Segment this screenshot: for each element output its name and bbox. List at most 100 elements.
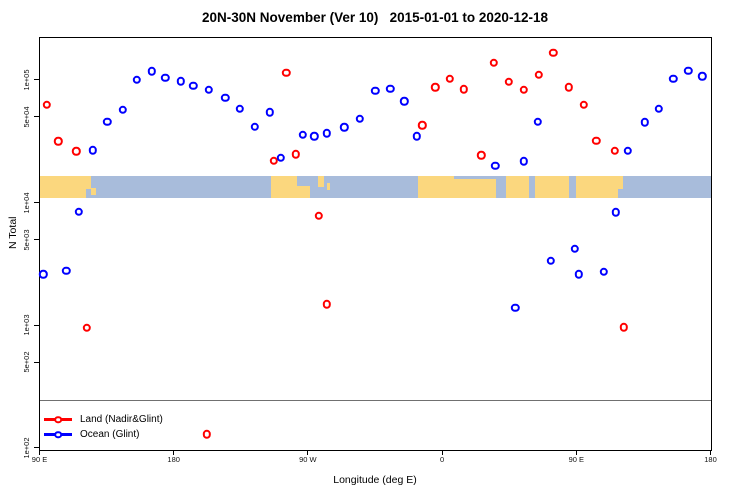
x-tick <box>710 450 711 455</box>
data-point-land <box>322 300 332 309</box>
data-point-ocean <box>355 114 364 123</box>
data-point-land <box>445 74 454 84</box>
data-point-ocean <box>574 270 584 279</box>
data-point-ocean <box>491 161 500 170</box>
data-point-land <box>282 68 291 77</box>
data-point-ocean <box>340 123 349 132</box>
y-tick <box>33 361 39 363</box>
data-point-land <box>489 58 498 68</box>
data-point-land <box>592 136 601 145</box>
data-point-ocean <box>176 77 186 86</box>
ocean-marker-icon <box>44 430 72 439</box>
data-point-ocean <box>412 132 422 141</box>
data-point-ocean <box>623 146 633 155</box>
reference-line <box>39 399 711 401</box>
data-point-ocean <box>386 84 395 93</box>
data-point-land <box>477 151 486 160</box>
data-point-ocean <box>235 104 244 113</box>
data-point-ocean <box>654 104 664 114</box>
data-point-land <box>82 323 92 332</box>
data-point-ocean <box>132 75 142 84</box>
y-tick-label: 5e+04 <box>21 106 31 128</box>
data-point-ocean <box>400 97 409 106</box>
x-tick <box>441 450 443 455</box>
x-tick-label: 90 W <box>299 455 317 464</box>
map-band-land <box>418 175 455 198</box>
x-tick-label: 90 E <box>31 455 48 464</box>
legend-label-land: Land (Nadir&Glint) <box>80 414 163 425</box>
data-point-land <box>202 430 212 439</box>
plot-area <box>38 37 712 451</box>
map-band-land <box>506 175 530 198</box>
legend: Land (Nadir&Glint) Ocean (Glint) <box>44 412 163 442</box>
data-point-land <box>619 322 629 332</box>
data-point-land <box>417 121 427 130</box>
data-point-ocean <box>250 122 259 132</box>
data-point-land <box>548 48 558 58</box>
y-tick <box>33 447 39 449</box>
legend-entry-land: Land (Nadir&Glint) <box>44 412 163 427</box>
data-point-land <box>291 150 300 159</box>
data-point-ocean <box>298 130 308 139</box>
x-tick-label: 180 <box>167 455 180 464</box>
map-band-land <box>90 188 97 195</box>
data-point-ocean <box>189 81 198 90</box>
y-tick-label: 1e+02 <box>21 437 31 459</box>
data-point-ocean <box>570 244 579 254</box>
data-point-ocean <box>310 132 319 141</box>
y-tick <box>33 239 39 240</box>
data-point-land <box>534 70 544 80</box>
data-point-ocean <box>160 73 170 82</box>
map-band-land <box>271 175 298 198</box>
map-band-land <box>86 175 91 190</box>
y-tick-label: 5e+03 <box>21 228 31 251</box>
data-point-ocean <box>533 117 543 127</box>
x-tick-label: 180 <box>704 455 717 464</box>
legend-label-ocean: Ocean (Glint) <box>80 429 140 440</box>
data-point-land <box>459 85 468 94</box>
data-point-land <box>269 156 278 166</box>
data-point-ocean <box>611 208 620 217</box>
data-point-ocean <box>322 129 332 138</box>
data-point-land <box>314 211 323 221</box>
data-point-ocean <box>684 66 693 75</box>
data-point-land <box>42 100 51 109</box>
data-point-ocean <box>511 303 520 313</box>
y-tick <box>33 116 39 118</box>
data-point-land <box>564 83 573 92</box>
map-band-land <box>576 175 619 198</box>
data-point-ocean <box>118 105 127 114</box>
data-point-ocean <box>221 93 230 103</box>
y-axis-title: N Total <box>7 216 19 250</box>
data-point-ocean <box>698 72 707 81</box>
land-marker-icon <box>44 415 72 424</box>
map-band-land <box>534 175 569 198</box>
x-tick-label: 90 E <box>568 455 585 464</box>
x-tick-label: 0 <box>440 455 445 464</box>
data-point-ocean <box>265 108 274 117</box>
data-point-land <box>610 146 619 155</box>
x-tick <box>39 450 40 455</box>
data-point-ocean <box>74 207 83 217</box>
map-band-land <box>297 185 311 198</box>
data-point-land <box>431 83 440 92</box>
chart-title: 20N-30N November (Ver 10) 2015-01-01 to … <box>202 10 548 25</box>
data-point-land <box>519 85 529 94</box>
data-point-ocean <box>103 117 112 127</box>
data-point-ocean <box>147 66 157 76</box>
map-band-land <box>318 175 324 187</box>
x-tick <box>575 450 577 455</box>
y-tick <box>33 202 39 204</box>
data-point-ocean <box>519 157 529 166</box>
data-point-ocean <box>39 270 48 279</box>
y-tick-label: 5e+02 <box>21 351 31 373</box>
map-band-land <box>326 182 331 191</box>
y-tick <box>33 324 39 326</box>
data-point-ocean <box>669 74 678 84</box>
data-point-ocean <box>276 153 285 163</box>
data-point-land <box>504 77 514 86</box>
data-point-ocean <box>371 86 380 95</box>
map-band-land <box>39 175 87 198</box>
data-point-land <box>53 137 63 146</box>
